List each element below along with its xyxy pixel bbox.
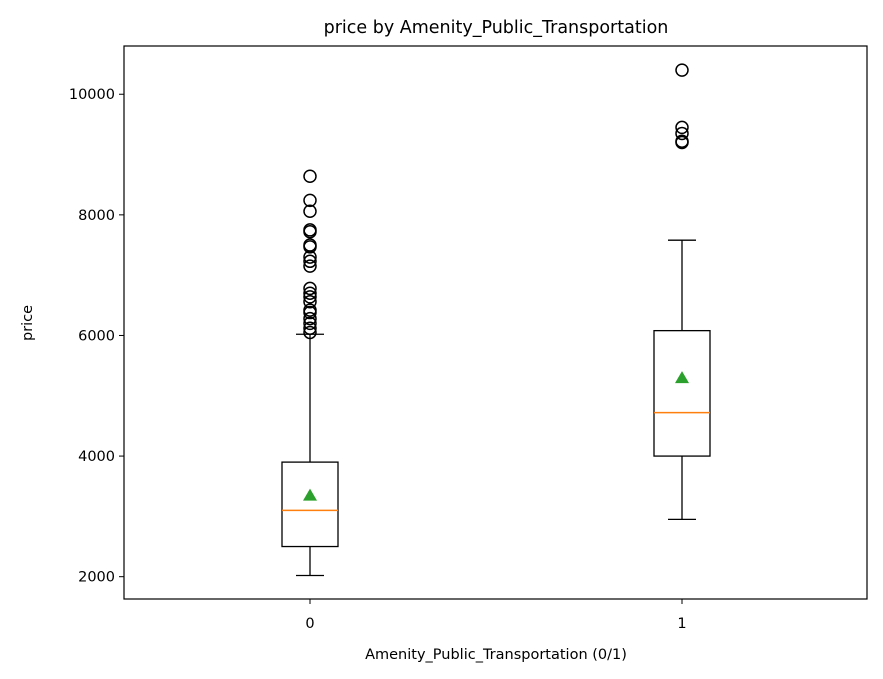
outlier-point: [303, 303, 317, 317]
boxes: [281, 63, 711, 577]
outlier-point: [303, 193, 317, 208]
y-tick-label: 10000: [69, 87, 115, 103]
outlier-point: [303, 286, 317, 301]
x-tick-label: 0: [305, 616, 314, 632]
chart-title: price by Amenity_Public_Transportation: [324, 18, 669, 38]
outlier-point: [303, 204, 317, 218]
outlier-point: [303, 259, 317, 273]
x-axis-label: Amenity_Public_Transportation (0/1): [365, 647, 627, 663]
outlier-point: [303, 325, 317, 340]
iqr-box: [653, 329, 711, 457]
outlier-point: [303, 223, 317, 237]
plot-area: [123, 45, 868, 600]
outlier-point: [675, 134, 689, 149]
iqr-box: [281, 461, 339, 548]
outlier-point: [675, 120, 689, 135]
box-group-0: [281, 169, 339, 577]
outlier-point: [303, 294, 317, 309]
y-tick-label: 6000: [78, 328, 115, 344]
outlier-point: [303, 281, 317, 296]
outlier-point: [303, 254, 317, 269]
outlier-point: [303, 311, 317, 326]
mean-marker: [303, 488, 317, 501]
y-axis-label: price: [20, 305, 36, 341]
outlier-point: [303, 238, 317, 252]
mean-marker: [675, 371, 689, 384]
x-tick-label: 1: [677, 616, 686, 632]
outlier-point: [303, 290, 317, 304]
y-tick-label: 4000: [78, 449, 115, 465]
y-tick-label: 8000: [78, 208, 115, 224]
outlier-point: [303, 316, 317, 331]
outlier-point: [303, 169, 317, 184]
outlier-point: [675, 63, 689, 77]
y-tick-label: 2000: [78, 570, 115, 586]
y-axis: 2000 4000 6000 8000 10000: [69, 87, 124, 586]
outlier-point: [675, 126, 689, 141]
box-group-1: [653, 63, 711, 521]
outlier-point: [303, 321, 317, 335]
